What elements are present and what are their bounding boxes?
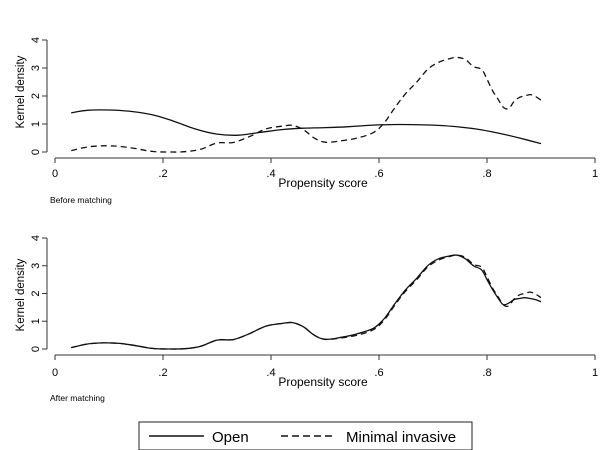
legend: Open Minimal invasive <box>138 421 473 450</box>
chart-after-matching: 0 .2 .4 .6 .8 1 0 1 2 3 4 Kernel density Propensit… <box>15 235 598 403</box>
x-tick-label-after: .6 <box>374 367 383 379</box>
series-layer-before <box>71 56 542 153</box>
x-axis-label-after: Propensity score <box>278 375 368 389</box>
y-axis-label-after: Kernel density <box>15 258 27 331</box>
series-line-minimal-invasive-before <box>71 56 542 153</box>
x-tick-label-before: 0 <box>52 168 58 180</box>
series-line-open-after <box>71 254 542 350</box>
chart-before-matching: 0 .2 .4 .6 .8 1 0 1 2 3 4 Kernel density Propensit… <box>15 37 598 205</box>
y-axis-label-before: Kernel density <box>15 55 27 128</box>
x-tick-label-after: 0 <box>52 367 58 379</box>
x-tick-label-before: .4 <box>266 168 275 180</box>
panel-note-after: After matching <box>50 393 105 403</box>
y-tick-label-before: 2 <box>30 93 42 99</box>
y-tick-label-after: 0 <box>30 346 42 352</box>
y-tick-label-before: 3 <box>30 65 42 71</box>
x-tick-label-before: 1 <box>592 168 598 180</box>
y-tick-label-before: 4 <box>30 37 42 43</box>
x-tick-label-after: .8 <box>482 367 491 379</box>
x-axis-label-before: Propensity score <box>278 176 368 190</box>
x-tick-label-after: .4 <box>266 367 275 379</box>
y-tick-label-before: 0 <box>30 149 42 155</box>
axes-before-matching: 0 .2 .4 .6 .8 1 0 1 2 3 4 <box>30 37 598 180</box>
x-tick-label-after: .2 <box>158 367 167 379</box>
y-tick-label-after: 3 <box>30 263 42 269</box>
y-tick-label-after: 1 <box>30 318 42 324</box>
series-line-open-before <box>71 109 542 145</box>
series-line-minimal-invasive-after <box>71 254 542 350</box>
x-tick-label-before: .8 <box>482 168 491 180</box>
axes-after-matching: 0 .2 .4 .6 .8 1 0 1 2 3 4 <box>30 235 598 379</box>
x-tick-label-before: .6 <box>374 168 383 180</box>
y-tick-label-before: 1 <box>30 121 42 127</box>
x-tick-label-after: 1 <box>592 367 598 379</box>
legend-label-minimal-invasive: Minimal invasive <box>346 429 456 446</box>
legend-label-open: Open <box>212 429 249 446</box>
y-tick-label-after: 4 <box>30 235 42 241</box>
series-layer-after <box>71 254 542 350</box>
y-tick-label-after: 2 <box>30 290 42 296</box>
panel-note-before: Before matching <box>50 195 112 205</box>
x-tick-label-before: .2 <box>158 168 167 180</box>
